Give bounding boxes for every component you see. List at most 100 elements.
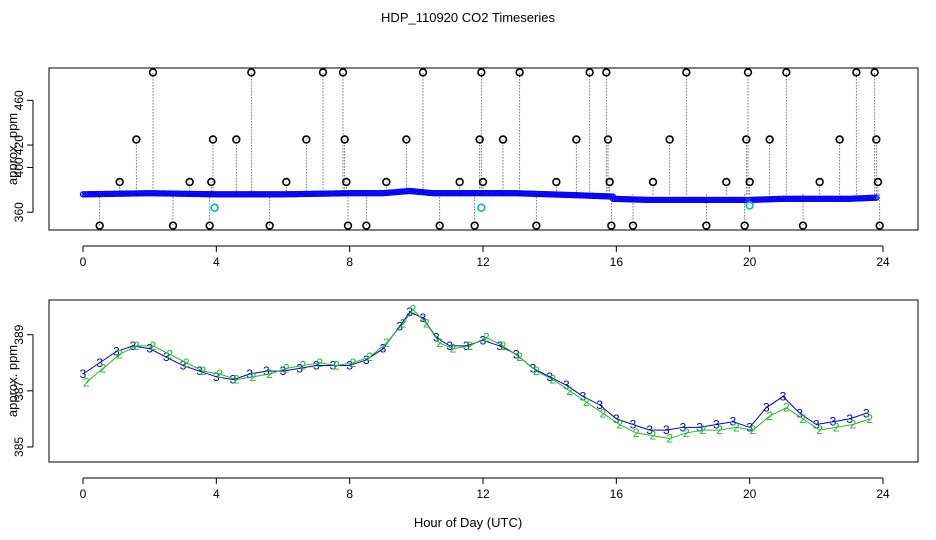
y-tick-label: 389: [12, 324, 26, 344]
glyph-point: 2: [383, 336, 390, 350]
x-tick-label: 20: [743, 487, 757, 501]
glyph-point: 2: [250, 370, 257, 384]
data-point: [765, 135, 774, 144]
x-tick-label: 8: [346, 255, 353, 269]
glyph-point: 3: [863, 406, 870, 420]
x-tick-label: 12: [476, 255, 490, 269]
glyph-point: 3: [433, 330, 440, 344]
glyph-point: 3: [746, 420, 753, 434]
glyph-point: 2: [583, 395, 590, 409]
glyph-point: 2: [833, 420, 840, 434]
x-tick-label: 20: [743, 255, 757, 269]
glyph-point: 2: [733, 420, 740, 434]
glyph-point: 3: [696, 420, 703, 434]
data-point: [585, 68, 594, 77]
data-point: [402, 135, 411, 144]
glyph-point: 3: [396, 319, 403, 333]
data-point: [470, 221, 479, 230]
data-point: [205, 221, 214, 230]
data-point: [745, 177, 754, 187]
data-point: [338, 68, 348, 77]
bottom-y-axis: 385 387 389: [12, 324, 34, 457]
glyph-point: 2: [566, 384, 573, 398]
data-point: [552, 177, 561, 187]
data-point: [740, 221, 749, 230]
glyph-point: 2: [216, 367, 223, 381]
glyph-point: 3: [830, 415, 837, 429]
top-series-layer: [79, 68, 884, 230]
glyph-point: 3: [496, 339, 503, 353]
glyph-point: 2: [166, 347, 173, 361]
glyph-point: 2: [800, 412, 807, 426]
glyph-point: 2: [366, 350, 373, 364]
glyph-point: 2: [616, 418, 623, 432]
glyph-point: 3: [763, 401, 770, 415]
x-tick-label: 0: [80, 487, 87, 501]
top-x-axis: 0 4 8 12 16 20 24: [80, 245, 890, 269]
data-point: [477, 203, 486, 212]
glyph-point: 3: [420, 311, 427, 325]
glyph-point: 2: [100, 361, 107, 375]
glyph-point: 3: [113, 345, 120, 359]
trace-line: [82, 189, 614, 198]
data-point: [115, 177, 124, 187]
glyph-point: 3: [596, 398, 603, 412]
data-point: [872, 135, 881, 144]
top-y-axis-label: approx. ppm: [5, 113, 20, 185]
data-point: [148, 68, 158, 77]
data-point: [702, 221, 711, 230]
glyph-point: 3: [446, 339, 453, 353]
top-panel: 360 400 420 460 0 4 8 12 16 20 24 approx. ppm: [5, 67, 919, 269]
data-point: [603, 135, 613, 144]
data-point: [798, 221, 808, 230]
x-tick-label: 24: [876, 487, 890, 501]
data-point: [475, 135, 484, 144]
glyph-point: 3: [406, 305, 413, 319]
glyph-point: 3: [463, 339, 470, 353]
glyph-point: 3: [96, 356, 103, 370]
glyph-point: 2: [83, 375, 90, 389]
glyph-point: 3: [180, 359, 187, 373]
glyph-point: 2: [233, 373, 240, 387]
data-point: [873, 194, 880, 201]
glyph-point: 3: [630, 418, 637, 432]
glyph-point: 2: [133, 339, 140, 353]
figure-title: HDP_110920 CO2 Timeseries: [381, 10, 555, 25]
glyph-point: 2: [633, 426, 640, 440]
data-point: [478, 177, 488, 187]
glyph-point: 2: [483, 330, 490, 344]
glyph-point: 2: [150, 339, 157, 353]
trace-line: [612, 197, 747, 201]
glyph-point: 3: [296, 361, 303, 375]
x-tick-label: 12: [476, 487, 490, 501]
data-point: [648, 177, 658, 187]
glyph-point: 3: [130, 339, 137, 353]
data-point: [477, 68, 486, 77]
glyph-point: 2: [466, 339, 473, 353]
data-point: [682, 68, 691, 77]
glyph-point: 2: [436, 336, 443, 350]
trace-line: [82, 311, 867, 431]
glyph-point: 2: [200, 364, 207, 378]
y-tick-label: 385: [12, 437, 26, 457]
trace-line: [86, 308, 870, 440]
data-point: [302, 135, 311, 144]
glyph-point: 2: [550, 373, 557, 387]
series-outliers-black: [95, 68, 884, 230]
glyph-point: 2: [716, 423, 723, 437]
data-point: [435, 221, 444, 230]
y-tick-label: 400: [12, 157, 26, 177]
data-point: [362, 221, 371, 230]
data-point: [265, 221, 274, 230]
glyph-point: 3: [646, 423, 653, 437]
glyph-point: 2: [183, 356, 190, 370]
x-tick-label: 24: [876, 255, 890, 269]
glyph-point: 2: [850, 418, 857, 432]
glyph-point: 2: [266, 367, 273, 381]
glyph-point: 3: [713, 418, 720, 432]
glyph-point: 3: [580, 389, 587, 403]
glyph-point: 3: [146, 342, 153, 356]
